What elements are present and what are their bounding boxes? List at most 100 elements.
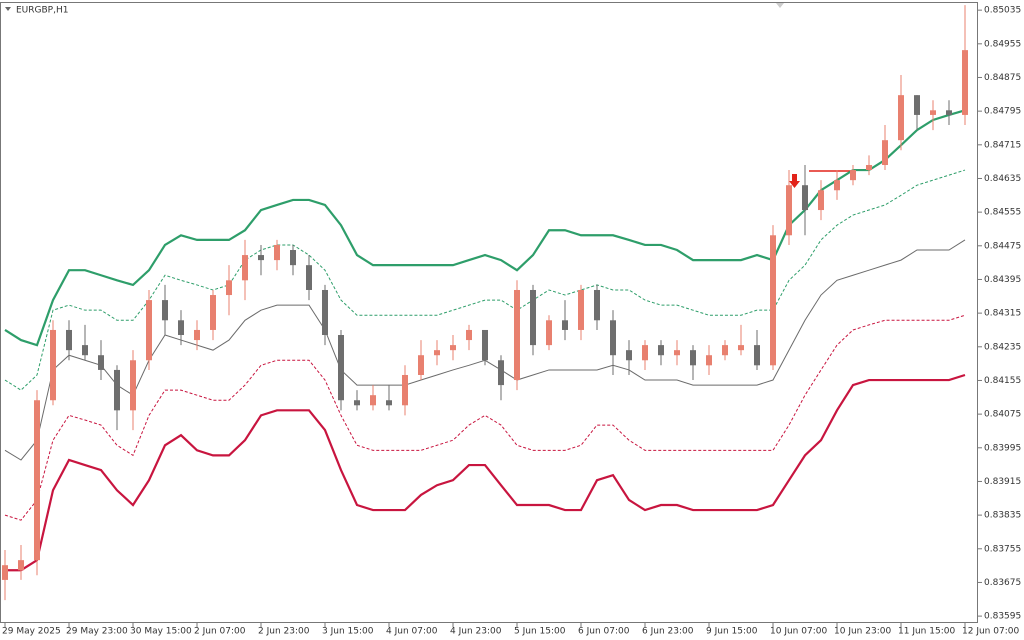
band-line [4,314,966,521]
candle-body [82,345,88,356]
y-tick-label: 0.84715 [984,140,1021,150]
y-tick-label: 0.84475 [984,241,1021,251]
candle-body [402,374,408,406]
candle-body [178,320,184,336]
candle-body [210,295,216,330]
candle-body [226,280,232,296]
candle-body [738,345,744,351]
candle-body [706,355,712,366]
x-tick-label: 3 Jun 15:00 [322,627,374,637]
y-tick-label: 0.83675 [984,578,1021,588]
candle-body [34,400,40,561]
menu-triangle [5,7,11,11]
candle-body [562,320,568,330]
candle-body [898,95,904,141]
candle-body [98,355,104,370]
y-tick-label: 0.85035 [984,6,1021,16]
candle-body [610,320,616,356]
candle-body [114,369,120,411]
candle-body [786,185,792,236]
candle-body [690,350,696,366]
candle-body [482,329,488,361]
candle-body [498,360,504,386]
sell-arrow [789,174,800,188]
candle-body [50,329,56,401]
candle-body [818,190,824,211]
y-tick-label: 0.84155 [984,376,1021,386]
x-tick-label: 9 Jun 15:00 [706,627,758,637]
candle-body [466,329,472,341]
candle-body [946,110,952,115]
candle-body [514,289,520,381]
candle-body [354,400,360,406]
x-tick-label: 30 May 15:00 [130,627,192,637]
x-tick-label: 29 May 2025 [2,627,61,637]
candle-body [386,400,392,406]
candle-body [258,255,264,261]
x-tick-label: 10 Jun 23:00 [834,627,891,637]
y-tick-label: 0.84795 [984,107,1021,117]
y-tick-label: 0.84235 [984,342,1021,352]
y-tick-label: 0.84075 [984,410,1021,420]
y-tick-label: 0.84315 [984,309,1021,319]
band-line [5,373,966,572]
x-tick-label: 5 Jun 15:00 [514,627,566,637]
candle-body [914,95,920,115]
candle-body [722,345,728,356]
y-tick-label: 0.83835 [984,511,1021,521]
candle-body [418,355,424,375]
band-line [4,169,966,391]
candle-body [882,140,888,166]
candle-body [290,250,296,266]
candle-body [322,289,328,336]
x-tick-label: 6 Jun 23:00 [642,627,694,637]
candle-body [834,180,840,191]
y-tick-label: 0.83595 [984,612,1021,622]
x-tick-label: 10 Jun 07:00 [770,627,827,637]
candle-body [434,350,440,356]
y-tick-label: 0.84555 [984,208,1021,218]
candle-body [242,255,248,281]
candle-body [66,329,72,351]
candle-body [850,170,856,181]
candle-body [274,244,280,261]
candle-body [146,300,152,361]
shift-marker [776,3,784,8]
candle-body [130,360,136,411]
x-tick-label: 11 Jun 15:00 [898,627,955,637]
x-tick-label: 29 May 23:00 [66,627,128,637]
y-tick-label: 0.83915 [984,477,1021,487]
candle-body [642,345,648,361]
x-tick-label: 2 Jun 07:00 [194,627,246,637]
candle-body [626,350,632,361]
y-tick-label: 0.84875 [984,73,1021,83]
candle-body [754,345,760,366]
candle-body [866,165,872,171]
y-tick-label: 0.83995 [984,443,1021,453]
candle-body [674,350,680,356]
candle-body [338,335,344,401]
candle-body [2,565,8,580]
x-tick-label: 12 Jun 07:00 [962,627,1019,637]
y-tick-label: 0.84395 [984,275,1021,285]
candle-body [658,345,664,356]
candle-body [962,50,968,115]
chart-title: EURGBP,H1 [16,6,68,16]
candle-body [802,185,808,211]
candle-body [594,289,600,321]
candle-body [930,110,936,115]
x-tick-label: 4 Jun 07:00 [386,627,438,637]
candle-body [770,235,776,366]
y-tick-label: 0.83755 [984,544,1021,554]
candle-body [578,289,584,330]
candle-body [450,345,456,351]
x-tick-label: 2 Jun 23:00 [258,627,310,637]
candle-body [306,265,312,290]
candle-body [18,560,24,571]
candle-body [194,329,200,341]
candle-body [546,320,552,346]
y-tick-label: 0.84955 [984,39,1021,49]
candle-body [370,395,376,406]
